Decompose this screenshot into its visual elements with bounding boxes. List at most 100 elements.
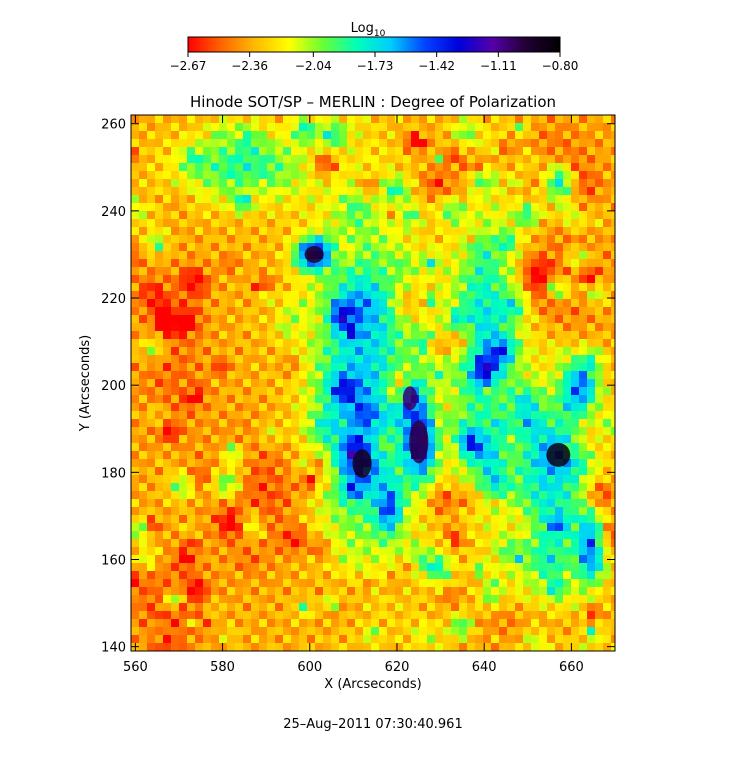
- heatmap-cell: [339, 283, 347, 291]
- heatmap-cell: [259, 171, 267, 179]
- heatmap-cell: [459, 163, 467, 171]
- heatmap-cell: [339, 427, 347, 435]
- heatmap-cell: [459, 459, 467, 467]
- heatmap-cell: [187, 427, 195, 435]
- heatmap-cell: [139, 315, 147, 323]
- heatmap-cell: [595, 435, 603, 443]
- heatmap-cell: [539, 587, 547, 595]
- heatmap-cell: [603, 419, 611, 427]
- heatmap-cell: [387, 635, 395, 643]
- heatmap-cell: [131, 131, 139, 139]
- heatmap-cell: [251, 139, 259, 147]
- heatmap-cell: [491, 299, 499, 307]
- heatmap-cell: [395, 179, 403, 187]
- heatmap-cell: [595, 411, 603, 419]
- heatmap-cell: [403, 355, 411, 363]
- heatmap-cell: [459, 203, 467, 211]
- heatmap-cell: [283, 563, 291, 571]
- heatmap-cell: [595, 251, 603, 259]
- y-tick-label: 220: [101, 292, 126, 307]
- heatmap-cell: [523, 339, 531, 347]
- heatmap-cell: [611, 523, 615, 531]
- heatmap-cell: [219, 563, 227, 571]
- heatmap-cell: [507, 603, 515, 611]
- heatmap-cell: [459, 275, 467, 283]
- heatmap-cell: [323, 179, 331, 187]
- heatmap-cell: [307, 475, 315, 483]
- heatmap-cell: [483, 179, 491, 187]
- heatmap-cell: [155, 403, 163, 411]
- heatmap-cell: [531, 555, 539, 563]
- heatmap-cell: [355, 387, 363, 395]
- heatmap-cell: [331, 227, 339, 235]
- heatmap-cell: [539, 635, 547, 643]
- heatmap-cell: [355, 267, 363, 275]
- heatmap-cell: [395, 627, 403, 635]
- heatmap-cell: [595, 515, 603, 523]
- heatmap-cell: [331, 179, 339, 187]
- heatmap-cell: [315, 595, 323, 603]
- heatmap-cell: [243, 315, 251, 323]
- heatmap-cell: [419, 227, 427, 235]
- heatmap-cell: [507, 379, 515, 387]
- heatmap-cell: [507, 187, 515, 195]
- heatmap-cell: [163, 195, 171, 203]
- heatmap-cell: [323, 355, 331, 363]
- heatmap-cell: [523, 467, 531, 475]
- heatmap-cell: [563, 115, 571, 123]
- heatmap-cell: [243, 475, 251, 483]
- heatmap-cell: [387, 499, 395, 507]
- heatmap-cell: [563, 187, 571, 195]
- heatmap-cell: [299, 563, 307, 571]
- heatmap-cell: [307, 403, 315, 411]
- heatmap-cell: [251, 603, 259, 611]
- heatmap-cell: [259, 355, 267, 363]
- heatmap-cell: [267, 331, 275, 339]
- heatmap-cell: [507, 203, 515, 211]
- heatmap-cell: [187, 555, 195, 563]
- heatmap-cell: [547, 195, 555, 203]
- heatmap-cell: [347, 603, 355, 611]
- heatmap-cell: [139, 331, 147, 339]
- heatmap-cell: [339, 243, 347, 251]
- heatmap-cell: [347, 555, 355, 563]
- heatmap-cell: [603, 587, 611, 595]
- heatmap-cell: [555, 579, 563, 587]
- heatmap-cell: [291, 195, 299, 203]
- heatmap-cell: [611, 619, 615, 627]
- heatmap-cell: [235, 131, 243, 139]
- heatmap-cell: [571, 355, 579, 363]
- heatmap-cell: [427, 507, 435, 515]
- heatmap-cell: [379, 475, 387, 483]
- heatmap-cell: [219, 515, 227, 523]
- heatmap-cell: [611, 563, 615, 571]
- heatmap-cell: [315, 307, 323, 315]
- colorbar: Log10 −2.67 −2.36 −2.04 −1.73 −1.42 −1.11 −0.8…: [170, 21, 579, 73]
- heatmap-cell: [275, 227, 283, 235]
- heatmap-cell: [515, 563, 523, 571]
- heatmap-cell: [403, 195, 411, 203]
- heatmap-cell: [571, 171, 579, 179]
- heatmap-cell: [339, 147, 347, 155]
- heatmap-cell: [563, 523, 571, 531]
- heatmap-cell: [275, 483, 283, 491]
- heatmap-cell: [267, 339, 275, 347]
- heatmap-cell: [515, 283, 523, 291]
- heatmap-cell: [331, 371, 339, 379]
- heatmap-cell: [443, 547, 451, 555]
- heatmap-cell: [179, 627, 187, 635]
- heatmap-cell: [155, 419, 163, 427]
- heatmap-cell: [411, 227, 419, 235]
- heatmap-cell: [611, 443, 615, 451]
- heatmap-cell: [347, 227, 355, 235]
- chart-title: Hinode SOT/SP – MERLIN : Degree of Polar…: [190, 93, 556, 111]
- heatmap-cell: [507, 283, 515, 291]
- heatmap-cell: [339, 395, 347, 403]
- heatmap-cell: [411, 131, 419, 139]
- heatmap-cell: [259, 323, 267, 331]
- heatmap-cell: [139, 627, 147, 635]
- heatmap-cell: [411, 115, 419, 123]
- heatmap-cell: [579, 643, 587, 651]
- heatmap-cell: [259, 523, 267, 531]
- heatmap-cell: [563, 243, 571, 251]
